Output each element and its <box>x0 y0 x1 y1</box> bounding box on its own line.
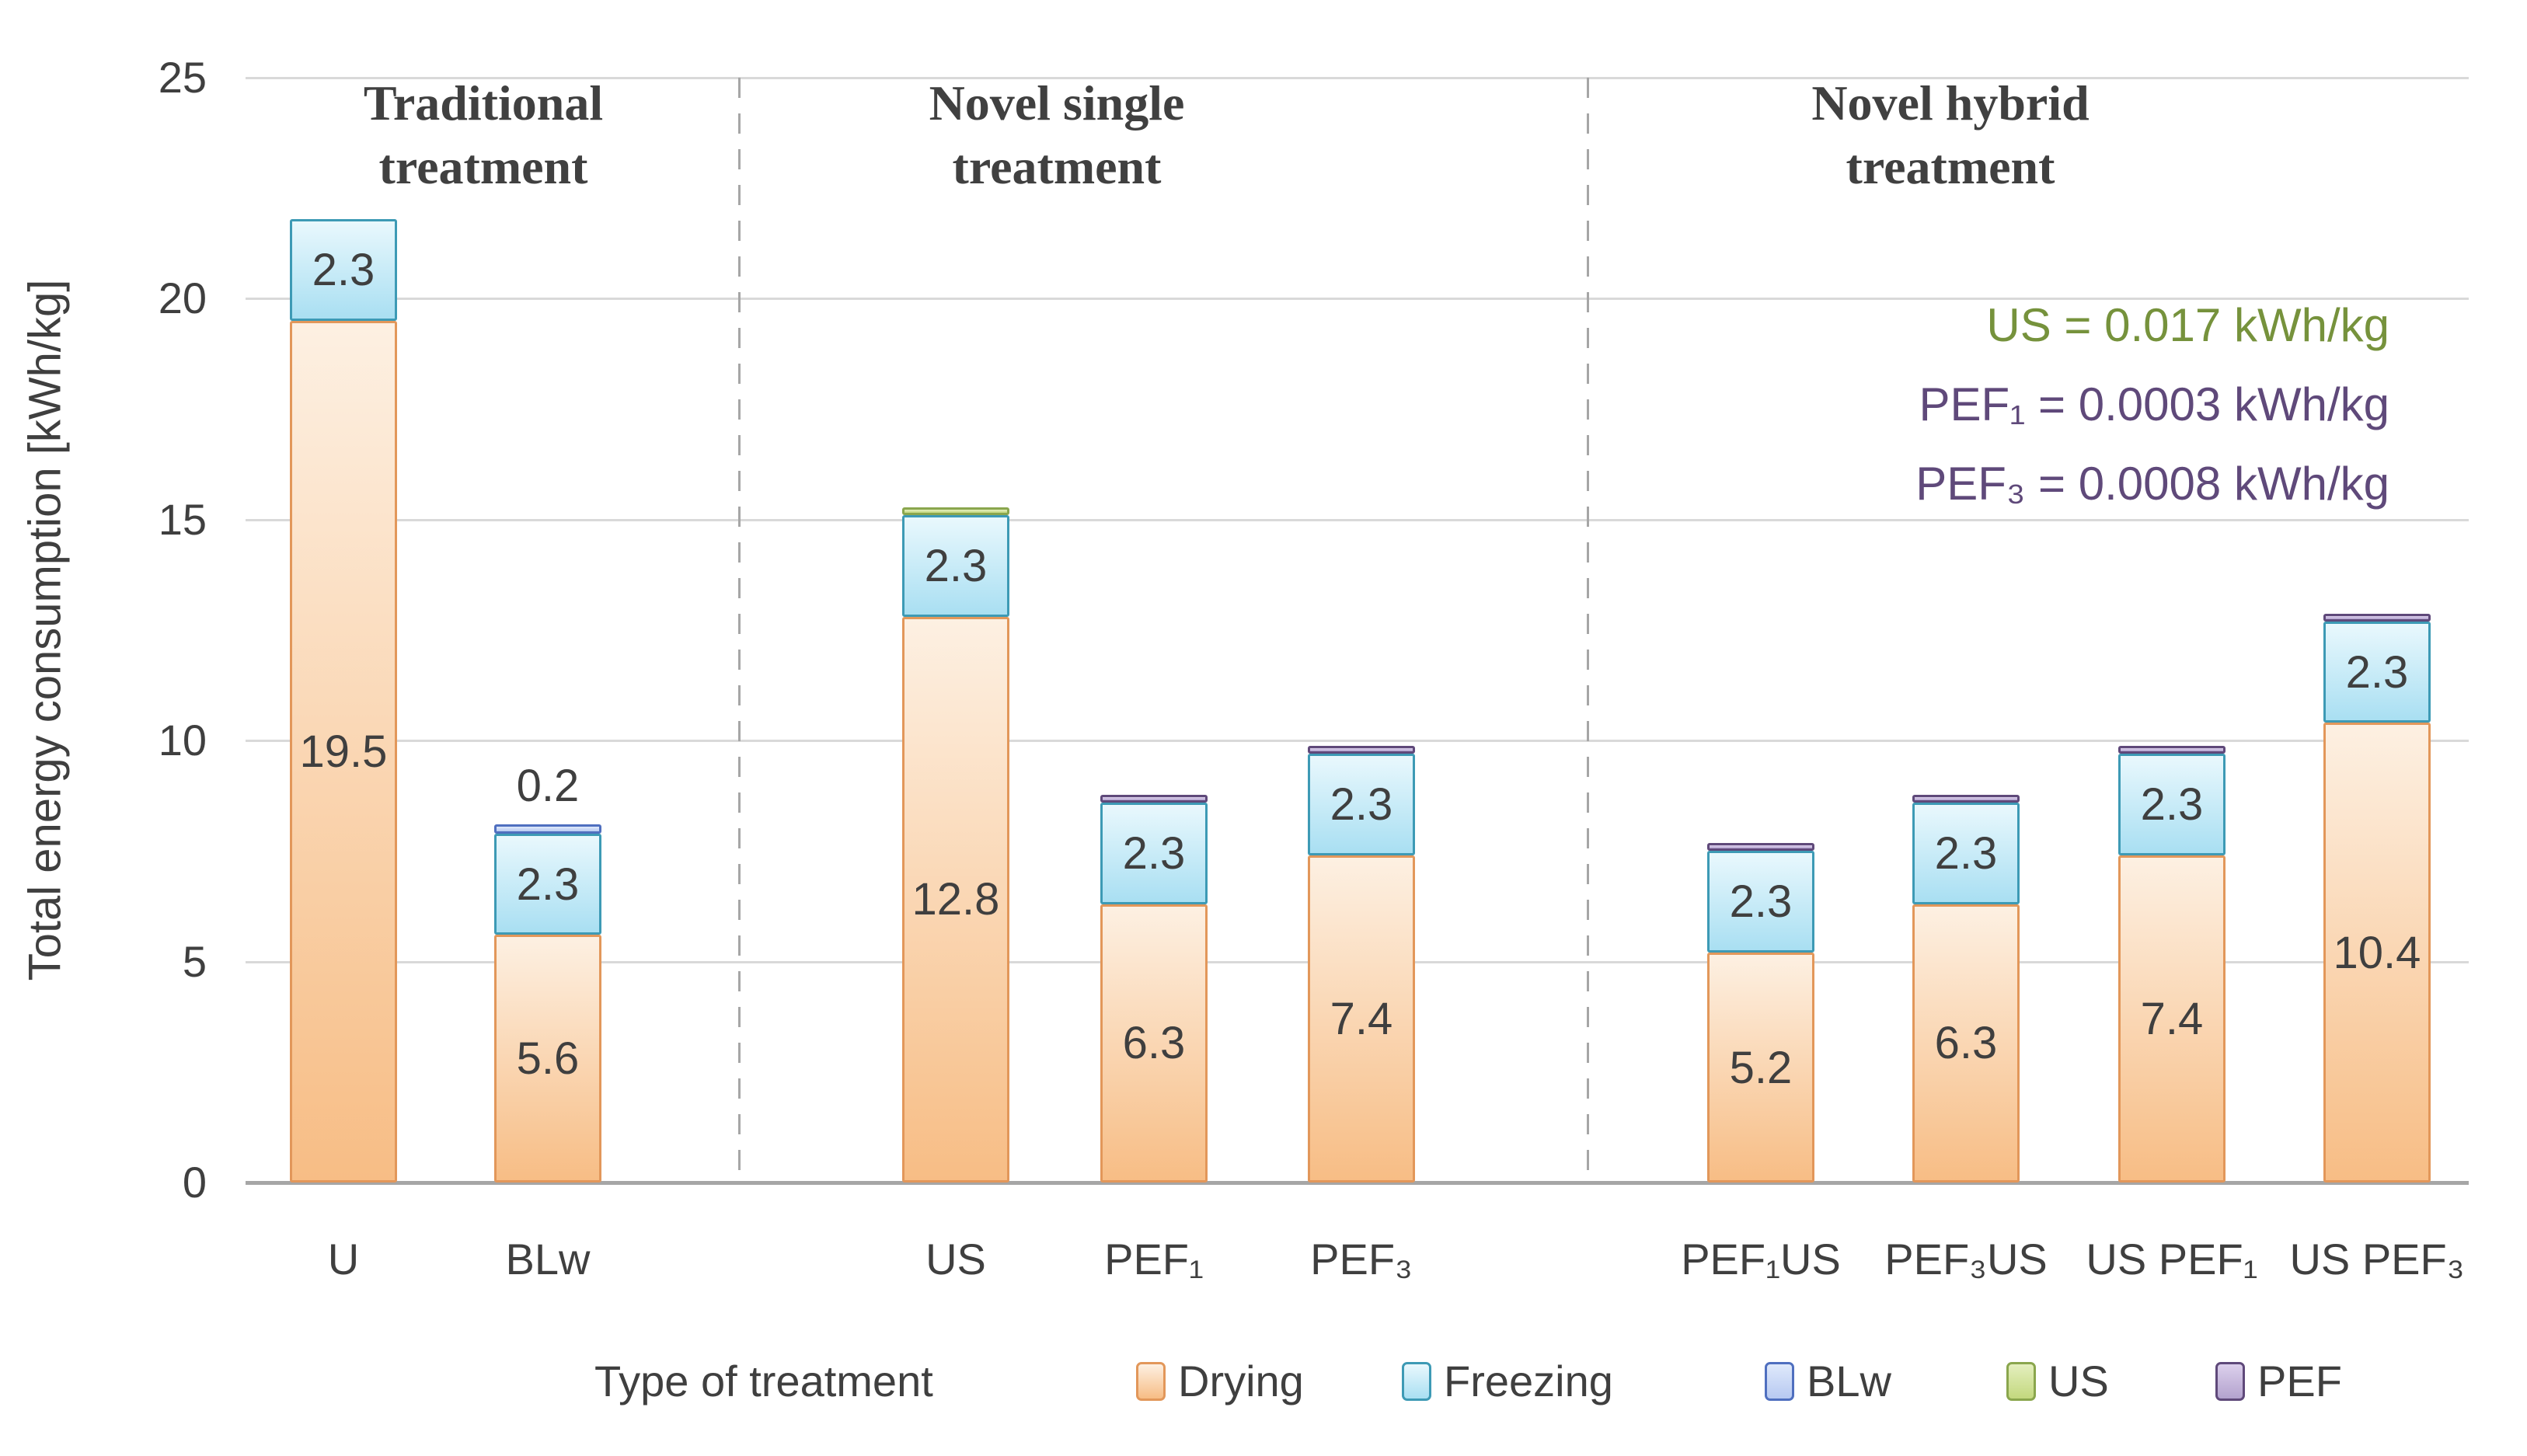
x-tick-label: PEF₃ <box>1310 1235 1413 1284</box>
bar-segment-drying: 5.6 <box>494 935 601 1183</box>
bar-segment-freezing: 2.3 <box>2118 754 2226 856</box>
gridline-25 <box>246 77 2469 79</box>
segment-value-label: 10.4 <box>2333 927 2421 978</box>
bar-segment-freezing: 2.3 <box>1100 802 1208 904</box>
x-tick-label: US <box>925 1235 986 1284</box>
x-axis-title: Type of treatment <box>594 1357 933 1405</box>
segment-value-label: 19.5 <box>299 726 388 777</box>
segment-value-label: 2.3 <box>1934 827 1998 879</box>
gridline-10 <box>246 740 2469 743</box>
bar-segment-freezing: 2.3 <box>1308 754 1415 856</box>
segment-value-label: 2.3 <box>1122 827 1186 879</box>
bar-segment-freezing: 2.3 <box>1912 802 2020 904</box>
y-tick-label: 5 <box>182 936 207 986</box>
segment-value-label: 2.3 <box>924 541 988 592</box>
legend-label: Freezing <box>1444 1357 1613 1405</box>
x-tick-label: U <box>327 1235 360 1284</box>
segment-value-label: 2.3 <box>2140 779 2204 831</box>
bar-segment-drying: 19.5 <box>290 320 397 1183</box>
bar-segment-pef <box>2118 746 2226 754</box>
x-tick-label: PEF₃US <box>1884 1235 2048 1284</box>
y-tick-label: 25 <box>158 53 207 102</box>
bar-segment-drying: 7.4 <box>2118 855 2226 1183</box>
legend-item-freezing: Freezing <box>1402 1357 1613 1406</box>
bar-segment-pef <box>1308 746 1415 754</box>
legend-label: Drying <box>1178 1357 1304 1405</box>
section-header-line: treatment <box>378 138 588 194</box>
gridline-15 <box>246 518 2469 521</box>
segment-value-label: 5.6 <box>516 1033 580 1085</box>
bar-segment-drying: 6.3 <box>1912 904 2020 1183</box>
segment-value-label: 6.3 <box>1934 1018 1998 1069</box>
legend-item-blw: BLw <box>1765 1357 1891 1406</box>
bar-segment-drying: 5.2 <box>1707 953 1814 1183</box>
x-tick-label: BLw <box>505 1235 591 1284</box>
legend-swatch-pef <box>2215 1362 2245 1401</box>
segment-value-label: 2.3 <box>312 244 375 295</box>
segment-value-label: 2.3 <box>1330 779 1393 831</box>
bar-segment-pef <box>2323 613 2431 622</box>
segment-value-label: 2.3 <box>1729 876 1793 928</box>
bar-segment-pef <box>1707 843 1814 852</box>
segment-value-label: 5.2 <box>1729 1042 1793 1093</box>
y-tick-label: 15 <box>158 494 207 544</box>
legend-item-pef: PEF <box>2215 1357 2342 1406</box>
bar-segment-drying: 12.8 <box>902 616 1009 1183</box>
annotation-line: PEF₃ = 0.0008 kWh/kg <box>1915 458 2389 510</box>
section-separator <box>1587 78 1589 1183</box>
y-tick-label: 10 <box>158 716 207 765</box>
legend-item-us: US <box>2006 1357 2109 1406</box>
x-tick-label: PEF₁US <box>1681 1235 1841 1284</box>
legend-label: BLw <box>1807 1357 1891 1405</box>
bar-segment-blw <box>494 824 601 834</box>
legend-swatch-drying <box>1136 1362 1166 1401</box>
legend-label: US <box>2048 1357 2109 1405</box>
legend-swatch-blw <box>1765 1362 1794 1401</box>
section-separator <box>738 78 741 1183</box>
bar-segment-us <box>902 507 1009 516</box>
bar-segment-drying: 6.3 <box>1100 904 1208 1183</box>
legend-swatch-us <box>2006 1362 2036 1401</box>
legend-item-drying: Drying <box>1136 1357 1304 1406</box>
bar-segment-drying: 10.4 <box>2323 723 2431 1183</box>
section-header-line: Novel hybrid <box>1811 75 2090 131</box>
annotations-block: US = 0.017 kWh/kg PEF₁ = 0.0003 kWh/kg PEF… <box>1915 286 2389 524</box>
section-header-traditional: Traditional treatment <box>364 71 603 199</box>
legend-label: PEF <box>2257 1357 2342 1405</box>
segment-value-label: 2.3 <box>516 859 580 910</box>
section-header-line: treatment <box>1846 138 2055 194</box>
annotation-line: PEF₁ = 0.0003 kWh/kg <box>1919 378 2389 430</box>
segment-value-label: 7.4 <box>2140 994 2204 1045</box>
section-header-line: treatment <box>952 138 1162 194</box>
section-header-novel-hybrid: Novel hybrid treatment <box>1811 71 2089 199</box>
x-axis-baseline <box>246 1181 2469 1185</box>
section-header-line: Novel single <box>929 75 1185 131</box>
section-header-line: Traditional <box>363 75 604 131</box>
segment-value-label: 7.4 <box>1330 994 1393 1045</box>
bar-top-label: 0.2 <box>516 761 580 812</box>
x-tick-label: US PEF₁ <box>2086 1235 2258 1284</box>
bar-segment-pef <box>1912 794 2020 803</box>
bar-segment-freezing: 2.3 <box>1707 851 1814 953</box>
segment-value-label: 2.3 <box>2345 646 2409 698</box>
x-tick-label: PEF₁ <box>1104 1235 1204 1284</box>
y-tick-label: 0 <box>182 1158 207 1207</box>
segment-value-label: 12.8 <box>911 874 1000 925</box>
bar-segment-freezing: 2.3 <box>494 833 601 935</box>
y-axis-title: Total energy consumption [kWh/kg] <box>19 279 71 981</box>
bar-segment-freezing: 2.3 <box>2323 621 2431 723</box>
annotation-line: US = 0.017 kWh/kg <box>1986 299 2389 351</box>
bar-segment-drying: 7.4 <box>1308 855 1415 1183</box>
segment-value-label: 6.3 <box>1122 1018 1186 1069</box>
bar-segment-pef <box>1100 794 1208 803</box>
section-header-novel-single: Novel single treatment <box>929 71 1185 199</box>
gridline-20 <box>246 298 2469 301</box>
bar-segment-freezing: 2.3 <box>290 219 397 321</box>
y-tick-label: 20 <box>158 273 207 323</box>
bar-segment-freezing: 2.3 <box>902 515 1009 617</box>
legend-swatch-freezing <box>1402 1362 1431 1401</box>
x-tick-label: US PEF₃ <box>2289 1235 2465 1284</box>
